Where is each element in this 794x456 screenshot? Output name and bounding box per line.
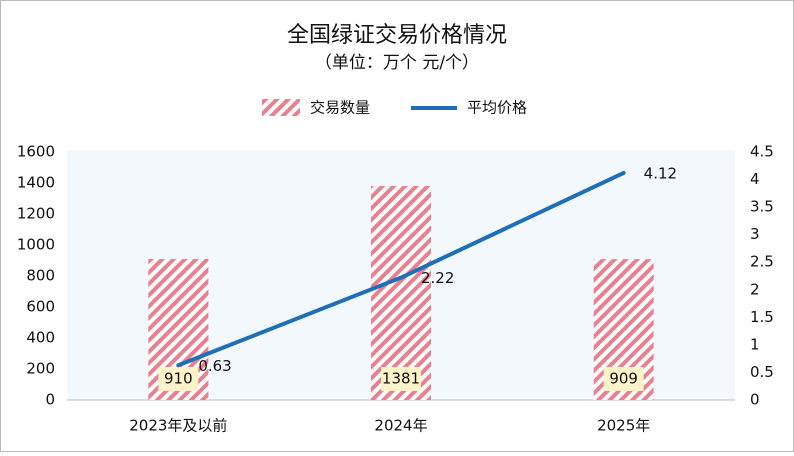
value-label-box	[603, 367, 644, 391]
chart-title: 全国绿证交易价格情况	[287, 23, 507, 48]
legend-swatch	[262, 99, 300, 116]
value-label: 1381	[382, 370, 420, 388]
y2-tick-label: 3	[750, 225, 760, 243]
value-label-box	[158, 367, 199, 391]
value-label: 909	[609, 370, 638, 388]
y-tick-label: 400	[26, 329, 55, 347]
line	[176, 170, 626, 368]
y2-tick-label: 1	[750, 335, 760, 353]
legend-label: 交易数量	[310, 99, 370, 117]
y2-tick-label: 0	[750, 391, 760, 409]
y-tick-label: 600	[26, 298, 55, 316]
y2-tick-label: 2.5	[750, 253, 774, 271]
y-tick-label: 0	[45, 391, 55, 409]
y2-tick-label: 2	[750, 280, 760, 298]
y2-tick-label: 4	[750, 170, 760, 188]
value-label: 910	[164, 370, 193, 388]
x-tick-label: 2025年	[597, 417, 650, 435]
y2-tick-label: 3.5	[750, 198, 774, 216]
y2-tick-label: 4.5	[750, 143, 774, 161]
y2-tick-label: 0.5	[750, 363, 774, 381]
y-tick-label: 200	[26, 360, 55, 378]
legend-label: 平均价格	[467, 99, 527, 117]
y2-tick-label: 1.5	[750, 308, 774, 326]
x-tick-label: 2024年	[374, 417, 427, 435]
value-label: 0.63	[198, 357, 231, 375]
y-tick-label: 1400	[17, 174, 55, 192]
y-tick-label: 1000	[17, 236, 55, 254]
value-label-box	[381, 367, 421, 391]
y-tick-label: 800	[26, 267, 55, 285]
y-tick-label: 1200	[17, 205, 55, 223]
value-label: 4.12	[644, 164, 677, 182]
chart-subtitle: （单位：万个 元/个）	[315, 53, 479, 73]
bar	[371, 185, 431, 400]
y-tick-label: 1600	[17, 143, 55, 161]
value-label: 2.22	[421, 269, 454, 287]
x-tick-label: 2023年及以前	[129, 417, 227, 435]
